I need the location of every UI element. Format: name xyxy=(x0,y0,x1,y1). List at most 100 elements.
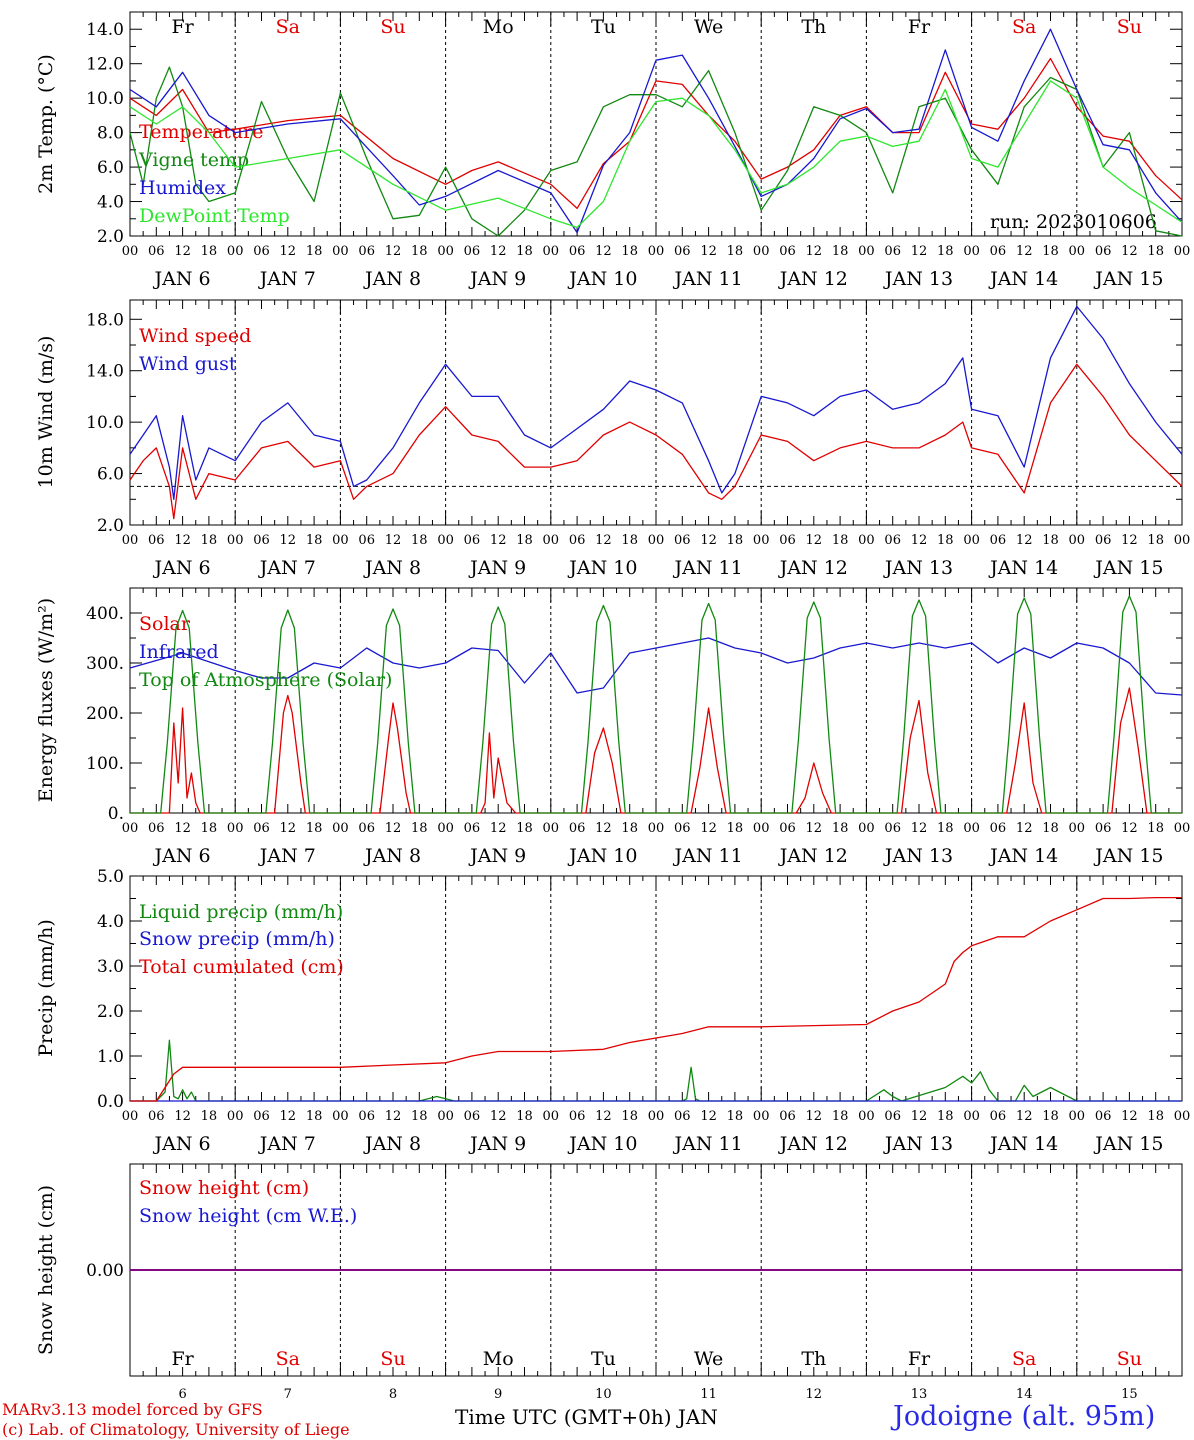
model-credit: MARv3.13 model forced by GFS xyxy=(2,1400,263,1419)
hour-tick-label: 18 xyxy=(727,533,744,548)
y-tick-label: 5.0 xyxy=(97,867,124,887)
hour-tick-label: 00 xyxy=(1174,533,1191,548)
hour-tick-label: 00 xyxy=(1069,1109,1086,1124)
hour-tick-label: 06 xyxy=(674,533,691,548)
hour-tick-label: 06 xyxy=(253,1109,270,1124)
legend-infrared: Infrared xyxy=(139,641,219,663)
date-label: JAN 8 xyxy=(363,1133,421,1155)
hour-tick-label: 00 xyxy=(437,1109,454,1124)
hour-tick-label: 12 xyxy=(1121,821,1138,836)
hour-tick-label: 00 xyxy=(648,821,665,836)
hour-tick-label: 18 xyxy=(621,1109,638,1124)
hour-tick-label: 00 xyxy=(858,244,875,259)
hour-tick-label: 00 xyxy=(1069,821,1086,836)
hour-tick-label: 12 xyxy=(1121,244,1138,259)
hour-tick-label: 06 xyxy=(148,1109,165,1124)
weekday-label: Tu xyxy=(591,16,616,38)
y-tick-label: 200. xyxy=(86,704,124,724)
hour-tick-label: 12 xyxy=(385,244,402,259)
hour-tick-label: 18 xyxy=(1042,821,1059,836)
hour-tick-label: 06 xyxy=(253,821,270,836)
hour-tick-label: 00 xyxy=(753,1109,770,1124)
hour-tick-label: 18 xyxy=(516,821,533,836)
weekday-label: Fr xyxy=(908,1348,931,1370)
weekday-label: Fr xyxy=(171,16,194,38)
hour-tick-label: 12 xyxy=(595,244,612,259)
hour-tick-label: 06 xyxy=(148,533,165,548)
date-label: JAN 11 xyxy=(673,557,743,579)
hour-tick-label: 12 xyxy=(385,533,402,548)
hour-tick-label: 00 xyxy=(227,533,244,548)
date-label: JAN 12 xyxy=(778,557,848,579)
hour-tick-label: 00 xyxy=(332,533,349,548)
weekday-label: Sa xyxy=(1012,16,1036,38)
hour-tick-label: 00 xyxy=(963,1109,980,1124)
series-line-wind-gust xyxy=(129,305,1183,500)
y-axis-label: Precip (mm/h) xyxy=(35,919,57,1057)
hour-tick-label: 12 xyxy=(911,533,928,548)
date-label: JAN 6 xyxy=(153,557,211,579)
hour-tick-label: 06 xyxy=(148,821,165,836)
hour-tick-label: 06 xyxy=(358,533,375,548)
y-tick-label: 0. xyxy=(108,804,124,824)
hour-tick-label: 12 xyxy=(1121,533,1138,548)
day-number-label: 11 xyxy=(700,1387,717,1402)
hour-tick-label: 00 xyxy=(122,244,139,259)
date-label: JAN 13 xyxy=(883,557,953,579)
hour-tick-label: 18 xyxy=(727,244,744,259)
hour-tick-label: 00 xyxy=(332,244,349,259)
hour-tick-label: 18 xyxy=(1147,821,1164,836)
hour-tick-label: 18 xyxy=(832,244,849,259)
hour-tick-label: 00 xyxy=(858,1109,875,1124)
lab-credit: (c) Lab. of Climatology, University of L… xyxy=(2,1420,350,1439)
hour-tick-label: 18 xyxy=(1042,244,1059,259)
legend-wind-gust: Wind gust xyxy=(139,353,237,375)
day-number-label: 15 xyxy=(1121,1387,1138,1402)
date-label: JAN 10 xyxy=(567,845,637,867)
hour-tick-label: 12 xyxy=(911,1109,928,1124)
hour-tick-label: 06 xyxy=(569,244,586,259)
hour-tick-label: 00 xyxy=(858,821,875,836)
day-number-label: 10 xyxy=(595,1387,612,1402)
legend-snow-precip-mm-h: Snow precip (mm/h) xyxy=(139,928,335,950)
hour-tick-label: 06 xyxy=(464,821,481,836)
legend-snow-height-cm: Snow height (cm) xyxy=(139,1177,309,1199)
day-number-label: 7 xyxy=(284,1387,292,1402)
hour-tick-label: 00 xyxy=(753,821,770,836)
hour-tick-label: 06 xyxy=(253,244,270,259)
panel-3-frame xyxy=(129,587,1183,814)
hour-tick-label: 00 xyxy=(437,821,454,836)
weekday-label: Su xyxy=(380,16,405,38)
day-number-label: 14 xyxy=(1016,1387,1033,1402)
hour-tick-label: 00 xyxy=(753,533,770,548)
y-tick-label: 2.0 xyxy=(97,516,124,536)
weekday-label: Su xyxy=(1117,16,1142,38)
hour-tick-label: 06 xyxy=(884,1109,901,1124)
hour-tick-label: 18 xyxy=(411,244,428,259)
hour-tick-label: 00 xyxy=(543,244,560,259)
date-label: JAN 9 xyxy=(468,845,526,867)
date-label: JAN 13 xyxy=(883,1133,953,1155)
y-tick-label: 400. xyxy=(86,604,124,624)
hour-tick-label: 00 xyxy=(753,244,770,259)
hour-tick-label: 00 xyxy=(332,1109,349,1124)
hour-tick-label: 12 xyxy=(385,821,402,836)
hour-tick-label: 00 xyxy=(437,244,454,259)
legend-top-of-atmosphere-solar: Top of Atmosphere (Solar) xyxy=(139,669,392,691)
hour-tick-label: 00 xyxy=(122,821,139,836)
hour-tick-label: 06 xyxy=(990,1109,1007,1124)
hour-tick-label: 18 xyxy=(201,244,218,259)
hour-tick-label: 12 xyxy=(174,1109,191,1124)
date-label: JAN 7 xyxy=(258,845,316,867)
series-line-temperature xyxy=(129,57,1183,210)
hour-tick-label: 00 xyxy=(858,533,875,548)
y-tick-label: 4.0 xyxy=(97,193,124,213)
hour-tick-label: 00 xyxy=(648,1109,665,1124)
legend-solar: Solar xyxy=(139,613,191,635)
hour-tick-label: 12 xyxy=(1016,244,1033,259)
hour-tick-label: 18 xyxy=(1147,244,1164,259)
hour-tick-label: 06 xyxy=(358,821,375,836)
hour-tick-label: 12 xyxy=(280,821,297,836)
hour-tick-label: 06 xyxy=(779,1109,796,1124)
legend-vigne-temp: Vigne temp xyxy=(138,149,249,171)
